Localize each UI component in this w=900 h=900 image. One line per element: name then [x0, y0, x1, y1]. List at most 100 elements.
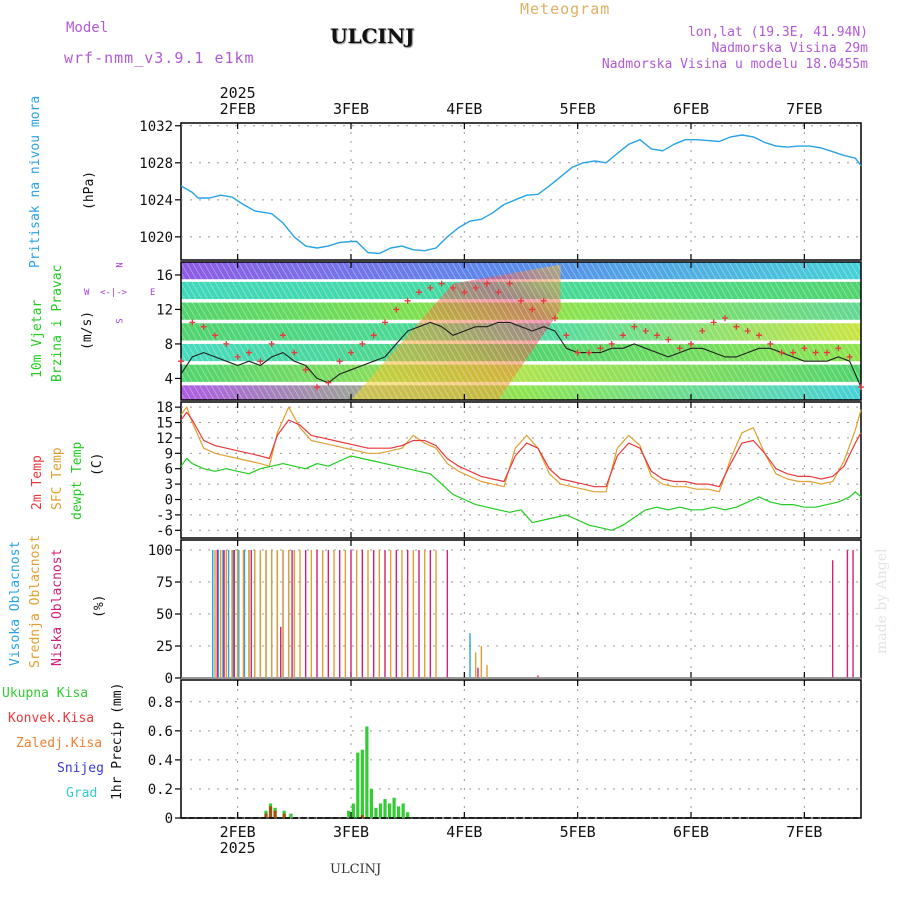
wind-gust-marker — [359, 340, 366, 347]
x-date-label-bottom: 5FEB — [560, 823, 596, 841]
wind-gust-marker — [586, 349, 592, 356]
wind-gust-marker — [246, 349, 252, 356]
wind-gust-marker — [314, 384, 320, 391]
precip-total-bar — [401, 803, 405, 818]
wind-gust-marker — [506, 280, 513, 287]
precip-conv-bar — [264, 813, 268, 818]
y-tick-label: 0.8 — [148, 695, 173, 711]
y-tick-label: 8 — [165, 337, 173, 353]
precip-conv-bar — [273, 810, 277, 818]
precip-total-bar — [369, 788, 373, 818]
y-tick-label: 0.4 — [148, 753, 173, 769]
wind-gust-marker — [801, 345, 808, 352]
y-tick-label: 1024 — [139, 193, 173, 209]
wind-gust-marker — [427, 284, 434, 291]
wind-gust-marker — [461, 289, 468, 296]
wind-gust-marker — [472, 284, 479, 291]
wind-gust-marker — [790, 349, 796, 356]
x-date-label-top: 5FEB — [560, 100, 596, 118]
wind-gust-marker — [348, 349, 354, 356]
x-date-label-top: 2FEB — [220, 100, 256, 118]
wind-dir-arrow: <-|-> — [100, 288, 128, 298]
wind-gust-marker — [518, 297, 524, 304]
elevation-label: Nadmorska Visina 29m — [711, 41, 868, 56]
wind-gust-marker — [733, 323, 740, 330]
meteogram-title: Meteogram — [520, 0, 611, 18]
wind-gust-marker — [642, 328, 649, 334]
y-tick-label: -3 — [156, 508, 173, 524]
wind-gust-marker — [654, 332, 660, 339]
panel-frame — [180, 261, 862, 401]
y-tick-label: 0.2 — [148, 782, 173, 798]
temp-2m-line — [180, 411, 862, 488]
precip-total-bar — [406, 812, 410, 818]
precip-snow-label: Snijeg — [57, 761, 104, 776]
panel-frame — [180, 679, 862, 819]
precip-total-bar — [387, 803, 392, 818]
precip-total-bar — [374, 807, 378, 818]
wind-gust-marker — [336, 358, 343, 365]
y-tick-label: 15 — [156, 416, 173, 432]
y-tick-label: 16 — [156, 268, 173, 284]
wind-dir-e: E — [150, 288, 156, 298]
x-date-label-top: 6FEB — [673, 100, 709, 118]
precip-conv-bar — [282, 813, 286, 818]
wind-gust-marker — [200, 323, 207, 330]
precip-total-bar — [356, 752, 360, 818]
precip-total-label: Ukupna Kisa — [2, 686, 89, 701]
wind-gust-marker — [665, 336, 672, 343]
wind-gust-marker — [631, 323, 638, 330]
wind-gust-marker — [778, 349, 785, 356]
wind-gust-marker — [529, 306, 536, 313]
wind-gust-marker — [291, 349, 298, 356]
y-tick-label: 0 — [165, 671, 173, 687]
lonlat-label: lon,lat (19.3E, 41.94N) — [687, 25, 868, 40]
y-tick-label: 1020 — [139, 230, 173, 246]
precip-total-bar — [347, 810, 351, 818]
footer-station: ULCINJ — [330, 862, 382, 877]
wind-gust-marker — [710, 319, 717, 326]
sfc-temp-line — [180, 406, 862, 493]
y-tick-label: 1032 — [139, 119, 173, 135]
wind-gust-marker — [495, 289, 502, 296]
y-tick-label: 75 — [156, 575, 173, 591]
x-year-label-top: 2025 — [220, 84, 256, 102]
wind-gust-marker — [234, 353, 241, 360]
y-tick-label: 0.6 — [148, 724, 173, 740]
wind-gust-marker — [450, 284, 456, 291]
wind-gust-marker — [744, 328, 751, 334]
precip-total-bar — [397, 806, 401, 818]
wind-gust-marker — [824, 349, 830, 356]
precip-total-bar — [378, 803, 383, 818]
y-tick-label: 12 — [156, 431, 173, 447]
wind-gust-marker — [325, 379, 332, 386]
wind-gust-marker — [756, 332, 762, 339]
y-tick-label: 25 — [156, 639, 173, 655]
x-date-label-bottom: 4FEB — [446, 823, 482, 841]
wind-gust-marker — [382, 319, 388, 326]
wind-gust-marker — [370, 332, 377, 339]
x-date-label-bottom: 7FEB — [786, 823, 822, 841]
x-year-label-bottom: 2025 — [220, 839, 256, 857]
precip-total-bar — [360, 749, 364, 818]
y-tick-label: 0 — [165, 811, 173, 827]
wind-speed-line — [180, 321, 862, 388]
y-tick-label: 100 — [148, 543, 173, 559]
wind-gust-marker — [552, 315, 558, 322]
wind-gust-marker — [280, 332, 286, 339]
precip-conv-bar — [360, 815, 364, 818]
y-tick-label: 0 — [165, 493, 173, 509]
pressure-line — [180, 134, 862, 255]
y-tick-label: 50 — [156, 607, 173, 623]
dewpoint-line — [180, 455, 862, 531]
y-tick-label: 18 — [156, 400, 173, 416]
wind-gust-marker — [268, 340, 275, 347]
model-label: Model — [66, 20, 109, 36]
wind-gust-marker — [812, 349, 819, 356]
y-tick-label: 9 — [165, 446, 173, 462]
x-date-label-top: 3FEB — [333, 100, 369, 118]
wind-gust-marker — [676, 345, 683, 352]
wind-gust-marker — [699, 328, 706, 334]
precip-total-bar — [392, 797, 396, 818]
